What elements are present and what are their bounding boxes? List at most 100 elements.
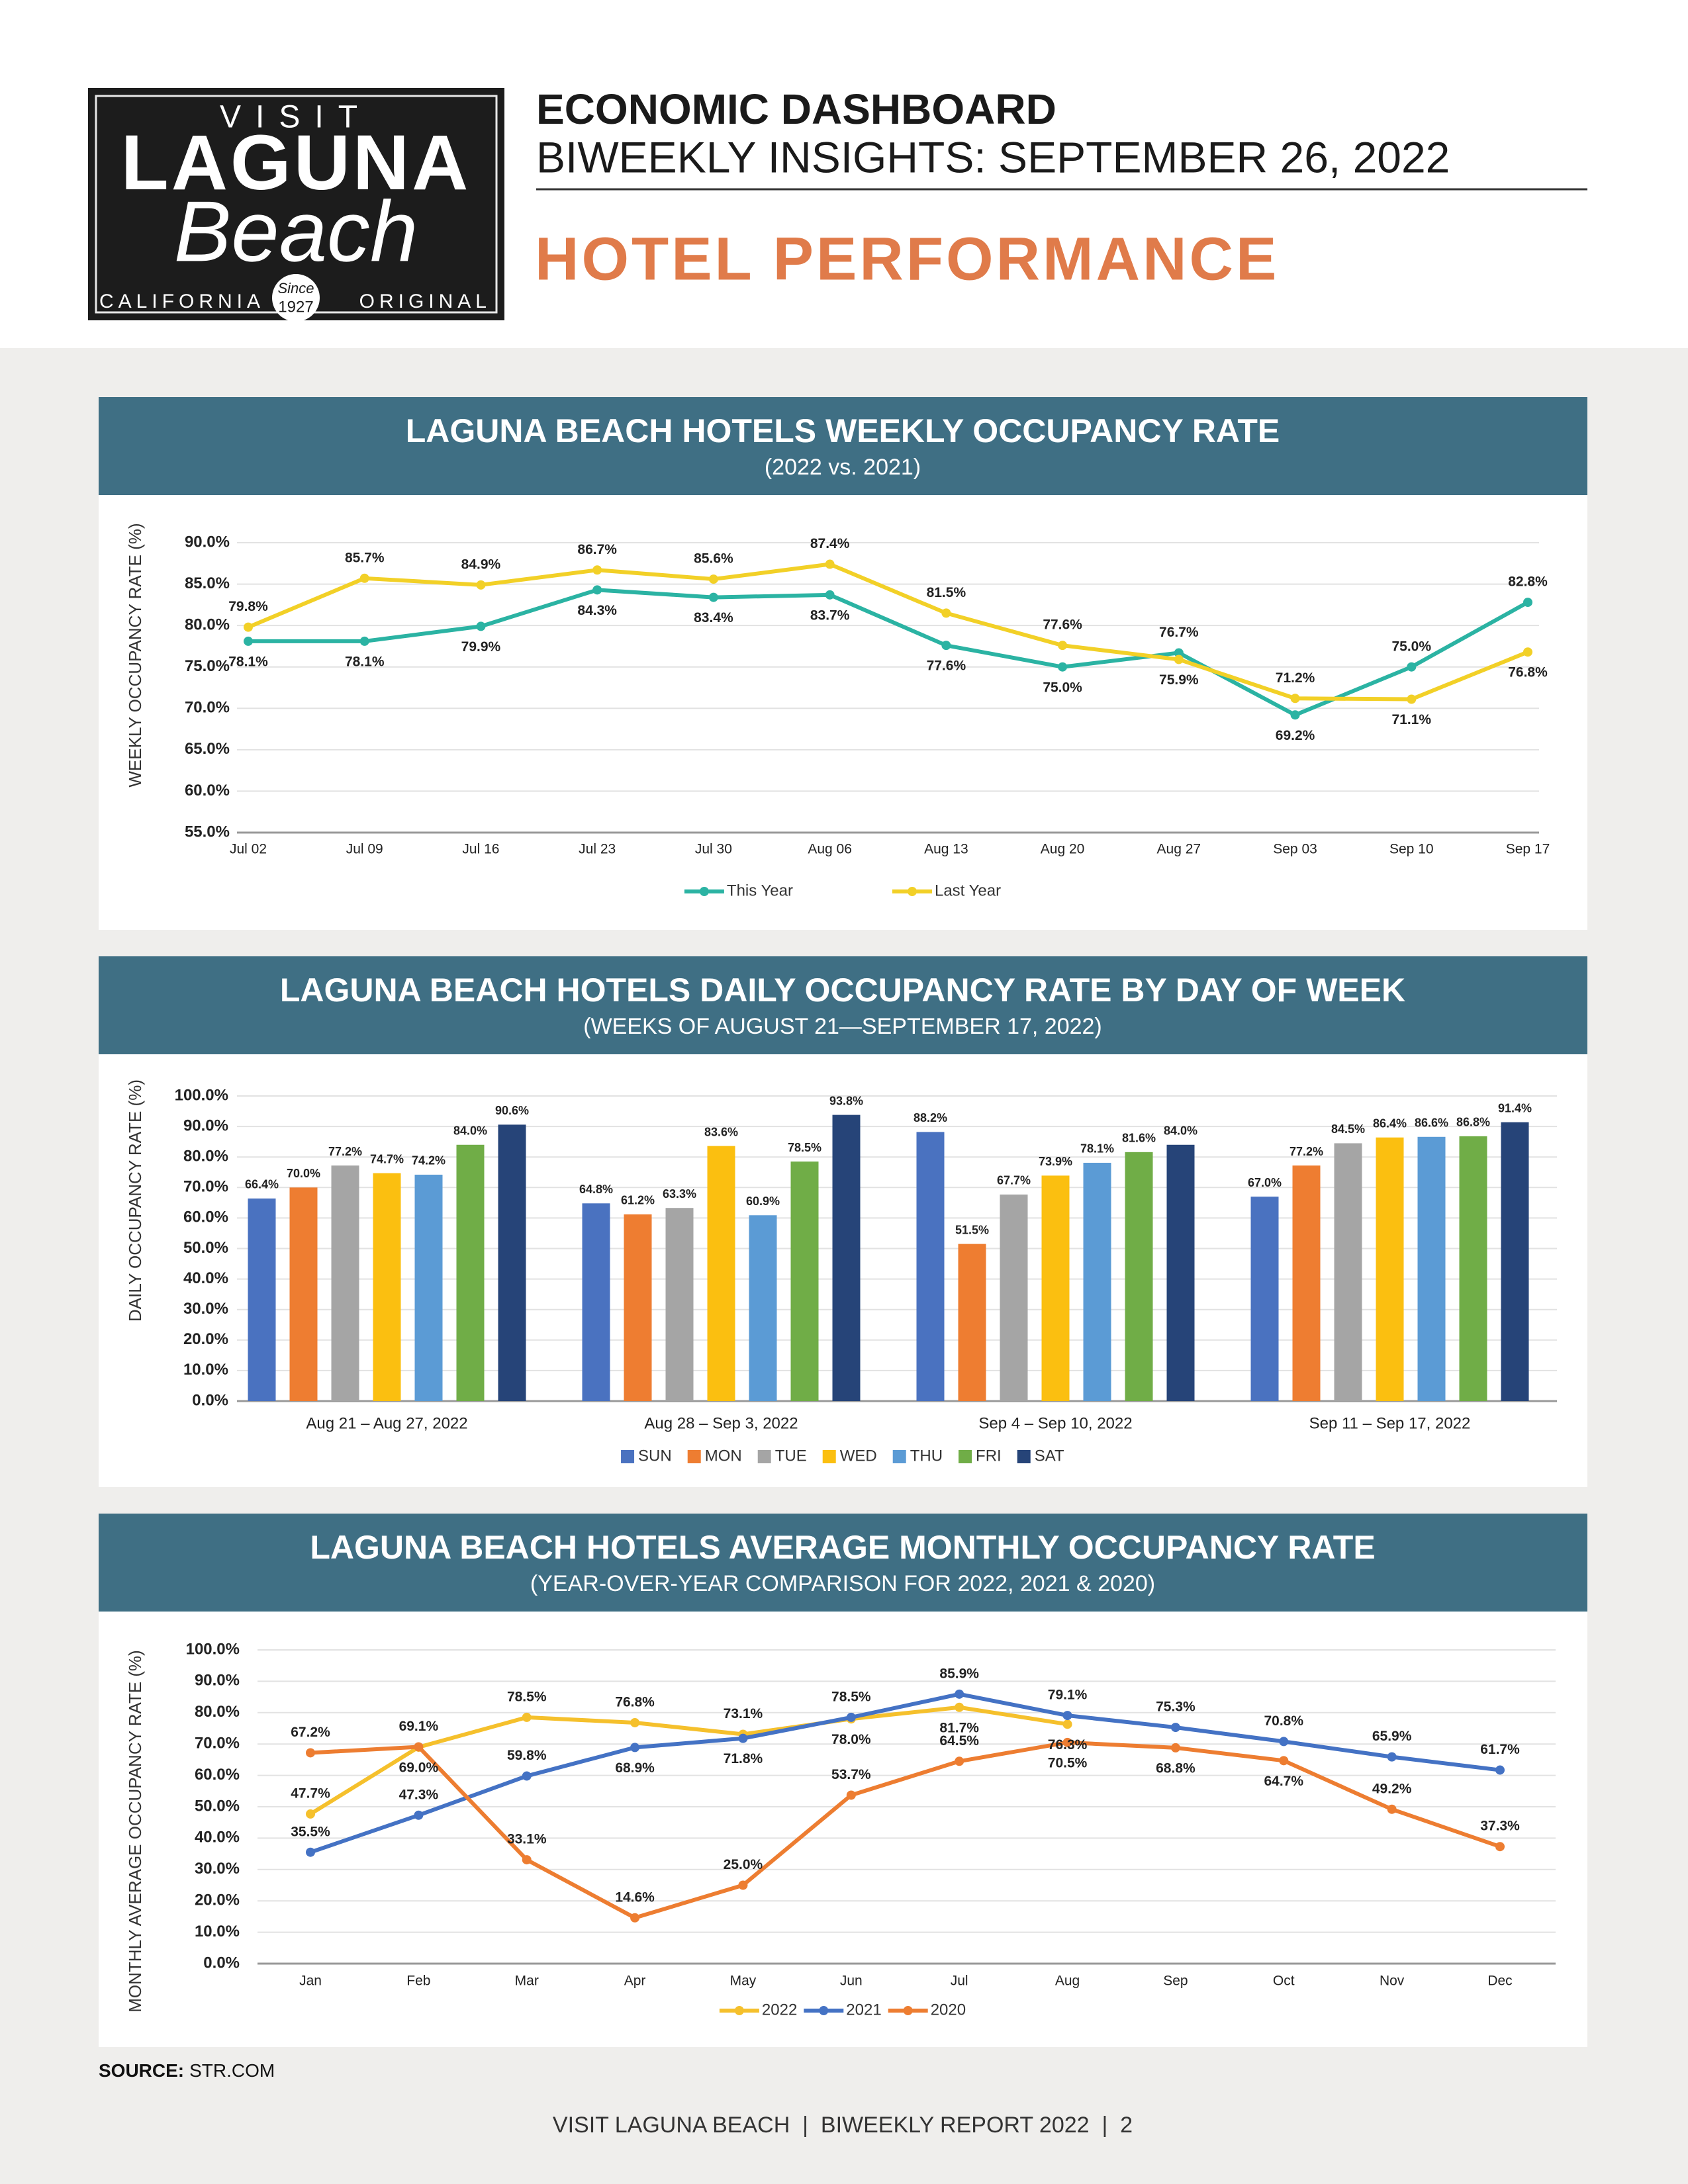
data-label: 76.3% (1048, 1737, 1088, 1752)
bar (1041, 1175, 1070, 1401)
panel-header (99, 956, 1587, 1054)
point (1523, 598, 1532, 608)
x-tick-label: Mar (515, 1974, 539, 1989)
y-tick-label: 55.0% (185, 823, 230, 841)
point (1170, 1743, 1180, 1752)
data-label: 75.0% (1043, 680, 1082, 695)
x-tick-label: Aug 27 (1157, 842, 1201, 857)
data-label: 78.1% (228, 654, 268, 669)
bar (1125, 1152, 1153, 1401)
chart-subtitle: (WEEKS OF AUGUST 21—SEPTEMBER 17, 2022) (583, 1014, 1102, 1039)
bar (1000, 1194, 1028, 1401)
y-tick-label: 60.0% (183, 1208, 228, 1226)
legend-label: THU (910, 1447, 943, 1465)
data-label: 75.3% (1156, 1700, 1196, 1715)
chart-title: LAGUNA BEACH HOTELS DAILY OCCUPANCY RATE… (280, 972, 1405, 1009)
legend-label: TUE (775, 1447, 807, 1465)
point (955, 1689, 964, 1699)
data-label: 53.7% (831, 1767, 871, 1782)
data-label: 84.0% (1164, 1124, 1197, 1138)
point (359, 636, 369, 646)
data-label: 71.1% (1391, 712, 1431, 727)
data-label: 49.2% (1372, 1781, 1412, 1796)
legend-label: SAT (1035, 1447, 1064, 1465)
data-label: 67.0% (1248, 1176, 1282, 1189)
bar (498, 1124, 526, 1401)
data-label: 35.5% (291, 1824, 330, 1839)
point (630, 1743, 640, 1752)
legend-swatch (1017, 1450, 1031, 1463)
series-line (310, 1740, 1501, 1920)
bar (916, 1132, 945, 1401)
x-tick-label: Sep 17 (1506, 842, 1550, 857)
y-tick-label: 10.0% (183, 1361, 228, 1379)
data-label: 64.8% (579, 1183, 613, 1196)
point (592, 585, 602, 595)
bar (1417, 1136, 1446, 1401)
point (1290, 694, 1300, 704)
data-label: 78.5% (831, 1689, 871, 1704)
series-line (247, 562, 1529, 702)
data-label: 78.1% (1080, 1142, 1114, 1156)
data-label: 68.8% (1156, 1760, 1196, 1776)
x-tick-label: Sep 10 (1389, 842, 1434, 857)
point (825, 590, 835, 600)
y-tick-label: 30.0% (195, 1860, 240, 1878)
series-line (310, 1692, 1501, 1854)
legend-label: This Year (727, 882, 793, 899)
point (522, 1712, 532, 1722)
point (1407, 662, 1417, 672)
data-label: 77.6% (927, 659, 966, 674)
legend-dot (699, 887, 709, 896)
bar (248, 1198, 276, 1401)
data-label: 86.4% (1373, 1116, 1407, 1130)
series-line (309, 1705, 1068, 1816)
data-label: 70.5% (1048, 1755, 1088, 1770)
y-tick-label: 40.0% (195, 1829, 240, 1846)
point (592, 565, 602, 575)
panel-header (99, 1514, 1587, 1612)
y-axis-title: MONTHLY AVERAGE OCCUPANCY RATE (%) (125, 1650, 145, 2013)
x-tick-label: May (730, 1974, 757, 1989)
data-label: 93.8% (829, 1094, 863, 1107)
y-tick-label: 20.0% (183, 1330, 228, 1348)
point (1523, 647, 1532, 657)
y-tick-label: 20.0% (195, 1891, 240, 1909)
x-tick-label: Apr (624, 1974, 646, 1989)
point (1058, 641, 1068, 651)
bar (331, 1165, 359, 1401)
y-tick-label: 80.0% (183, 1148, 228, 1165)
legend-dot (819, 2006, 829, 2015)
point (1174, 648, 1184, 658)
bar (790, 1161, 819, 1401)
logo-year: 1927 (278, 298, 313, 316)
data-label: 71.8% (724, 1751, 763, 1766)
point (1495, 1842, 1505, 1852)
point (1279, 1756, 1289, 1766)
y-tick-label: 60.0% (195, 1766, 240, 1784)
data-label: 47.3% (399, 1787, 439, 1802)
data-label: 84.3% (577, 603, 617, 618)
legend-swatch (822, 1450, 836, 1463)
point (738, 1880, 748, 1890)
data-label: 66.4% (245, 1178, 279, 1191)
legend-dot (734, 2006, 744, 2015)
data-label: 75.9% (1159, 672, 1199, 688)
y-tick-label: 70.0% (183, 1178, 228, 1196)
data-label: 71.2% (1276, 670, 1315, 686)
legend-label: 2021 (846, 2001, 881, 2019)
data-label: 91.4% (1498, 1101, 1532, 1115)
x-tick-label: Jan (299, 1974, 322, 1989)
data-label: 78.0% (831, 1732, 871, 1747)
y-tick-label: 10.0% (195, 1923, 240, 1940)
y-tick-label: 80.0% (195, 1703, 240, 1721)
data-label: 33.1% (507, 1832, 547, 1847)
x-tick-label: Nov (1380, 1974, 1405, 1989)
data-label: 68.9% (615, 1760, 655, 1776)
bar (582, 1203, 610, 1401)
dashboard-title: ECONOMIC DASHBOARD (536, 85, 1056, 133)
chart-subtitle: (2022 vs. 2021) (765, 455, 921, 480)
point (738, 1733, 748, 1743)
